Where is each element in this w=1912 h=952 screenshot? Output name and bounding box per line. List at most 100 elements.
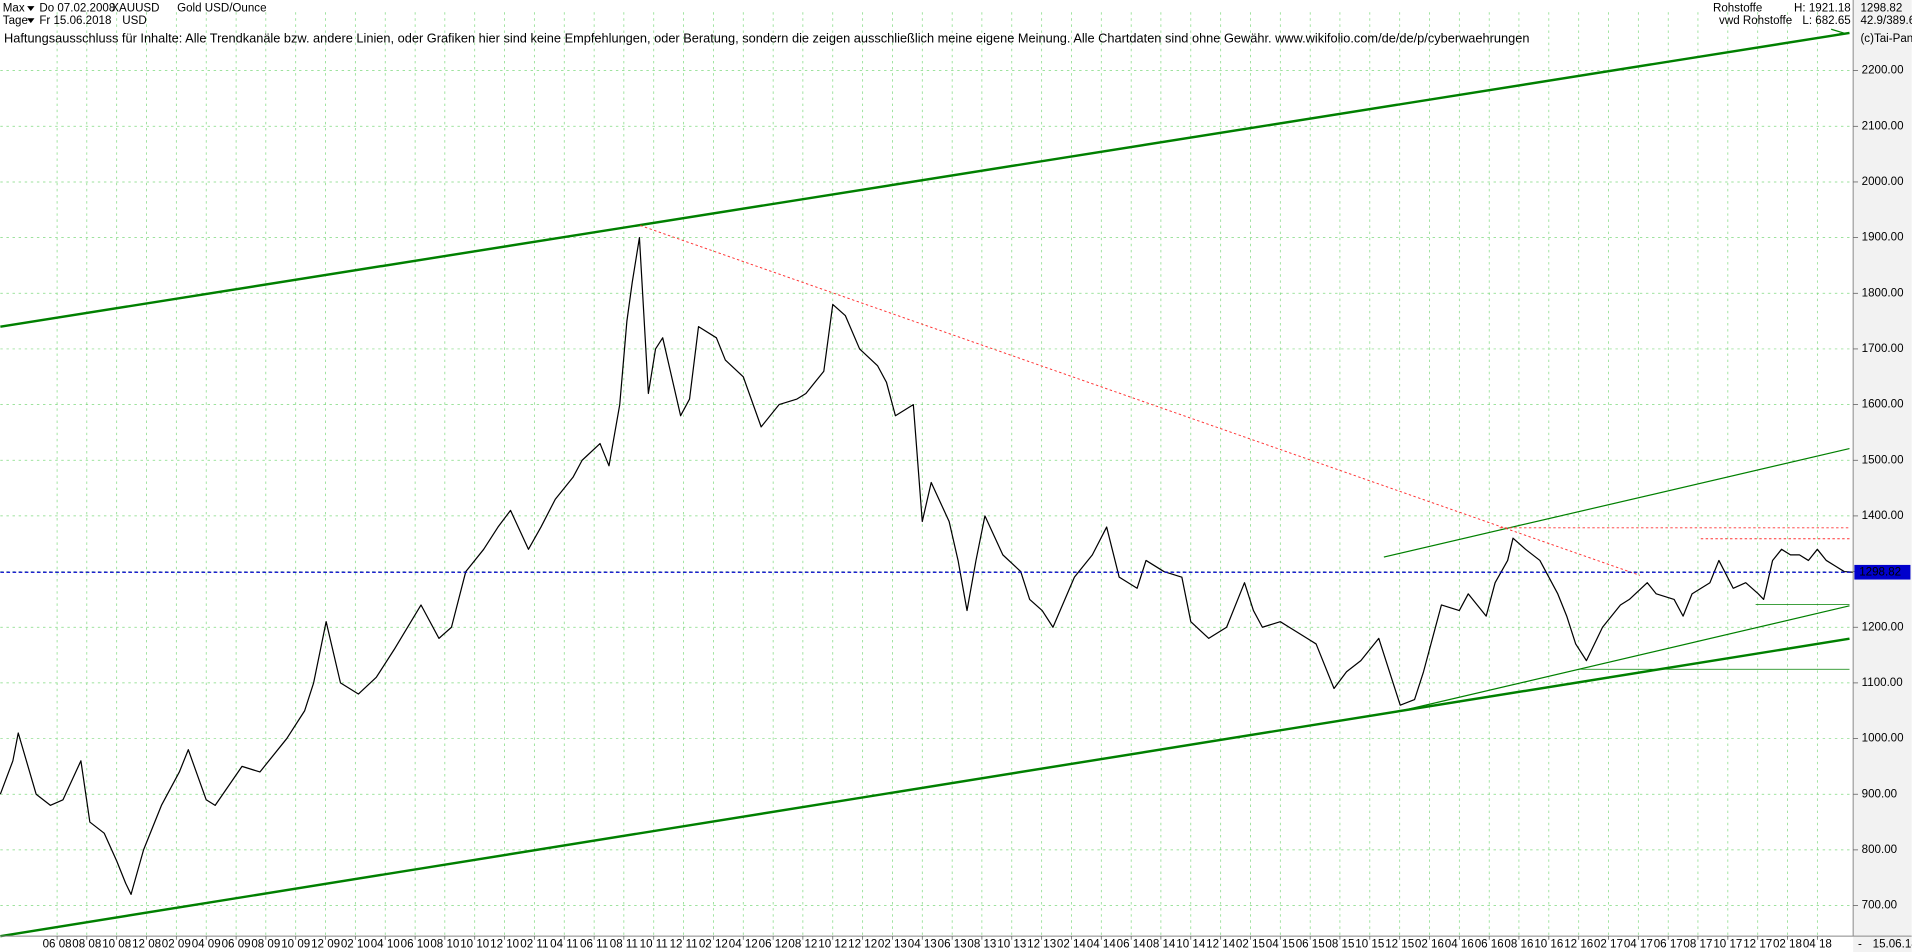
last-price-label: 1298.82 bbox=[1859, 566, 1901, 578]
x-tick-label: 02 16 bbox=[1415, 939, 1444, 951]
x-tick-label: 12 15 bbox=[1385, 939, 1414, 951]
x-tick-label: 02 09 bbox=[162, 939, 191, 951]
x-tick-label: 10 08 bbox=[102, 939, 131, 951]
x-tick-label: 04 16 bbox=[1445, 939, 1474, 951]
y-tick-label: 2200.00 bbox=[1862, 65, 1904, 77]
x-tick-label: 08 10 bbox=[430, 939, 459, 951]
x-tick-label: 06 10 bbox=[401, 939, 430, 951]
x-tick-label: 04 17 bbox=[1624, 939, 1653, 951]
trend-line bbox=[1383, 447, 1850, 558]
x-tick-label: 08 16 bbox=[1504, 939, 1533, 951]
to-date: Fr 15.06.2018 bbox=[39, 15, 111, 27]
y-tick-label: 700.00 bbox=[1862, 900, 1897, 912]
dropdown-icon bbox=[27, 6, 35, 11]
x-tick-label: 10 15 bbox=[1355, 939, 1384, 951]
trend-line bbox=[1401, 605, 1850, 712]
price-line bbox=[0, 237, 1854, 896]
market: Rohstoffe bbox=[1713, 3, 1762, 15]
y-tick-label: 1500.00 bbox=[1862, 454, 1904, 466]
x-tick-label: 02 13 bbox=[878, 939, 907, 951]
source: vwd Rohstoffe bbox=[1719, 15, 1792, 27]
x-tick-label: 10 17 bbox=[1713, 939, 1742, 951]
period[interactable]: Tage bbox=[3, 15, 28, 27]
y-tick-label: 1700.00 bbox=[1862, 343, 1904, 355]
instrument: Gold USD/Ounce bbox=[177, 3, 266, 15]
x-tick-label: 08 14 bbox=[1146, 939, 1176, 951]
x-tick-label: 08 15 bbox=[1325, 939, 1354, 951]
arrow bbox=[1828, 28, 1846, 38]
from-date: Do 07.02.2008 bbox=[39, 3, 115, 15]
x-tick-label: 02 17 bbox=[1594, 939, 1623, 951]
x-tick-label: 06 17 bbox=[1654, 939, 1683, 951]
axes: 700.00 800.00 900.00 1000.00 1100.00 1200.00 1… bbox=[43, 65, 1911, 951]
x-tick-label: 06 15 bbox=[1296, 939, 1325, 951]
x-tick-label: 12 17 bbox=[1743, 939, 1772, 951]
x-tick-label: 10 11 bbox=[640, 939, 668, 951]
y-tick-label: 1200.00 bbox=[1862, 621, 1904, 633]
y-tick-label: 1900.00 bbox=[1862, 232, 1904, 244]
grid bbox=[0, 12, 1854, 937]
x-tick-label: 02 10 bbox=[341, 939, 370, 951]
x-tick-label: 12 11 bbox=[670, 939, 698, 951]
y-tick-label: 2100.00 bbox=[1862, 120, 1904, 132]
x-tick-label: 12 14 bbox=[1206, 939, 1236, 951]
x-tick-label: 08 08 bbox=[72, 939, 101, 951]
x-tick-label: 02 14 bbox=[1057, 939, 1087, 951]
x-tick-label: 12 10 bbox=[490, 939, 519, 951]
x-tick-label: 10 16 bbox=[1534, 939, 1563, 951]
x-tick-label: 10 14 bbox=[1176, 939, 1206, 951]
x-tick-label: 12 12 bbox=[848, 939, 877, 951]
y-tick-label: 1000.00 bbox=[1862, 733, 1904, 745]
y-tick-label: 2000.00 bbox=[1862, 176, 1904, 188]
axis-panel bbox=[1853, 0, 1912, 952]
x-tick-label: 08 17 bbox=[1683, 939, 1712, 951]
y-tick-label: 1400.00 bbox=[1862, 510, 1904, 522]
trend-line bbox=[0, 31, 1850, 328]
x-tick-label: 04 14 bbox=[1087, 939, 1117, 951]
y-tick-label: 900.00 bbox=[1862, 788, 1897, 800]
y-tick-label: 1100.00 bbox=[1862, 677, 1903, 689]
disclaimer: Haftungsausschluss für Inhalte: Alle Tre… bbox=[4, 30, 1529, 45]
x-tick-label: 06 14 bbox=[1117, 939, 1147, 951]
x-tick-label: 06 13 bbox=[938, 939, 967, 951]
x-tick-label: 12 16 bbox=[1564, 939, 1593, 951]
x-tick-label: 06 11 bbox=[580, 939, 608, 951]
dropdown-icon bbox=[27, 18, 35, 24]
x-tick-label: 12 09 bbox=[311, 939, 340, 951]
x-tick-label: 04 15 bbox=[1266, 939, 1295, 951]
y-tick-label: 1800.00 bbox=[1862, 287, 1904, 299]
range[interactable]: Max bbox=[3, 3, 25, 15]
x-tick-label: 08 11 bbox=[610, 939, 638, 951]
x-tick-label: 02 15 bbox=[1236, 939, 1265, 951]
copyright: (c)Tai-Pan bbox=[1860, 33, 1912, 45]
symbol: XAUUSD bbox=[111, 3, 159, 15]
x-tick-label: 04 10 bbox=[371, 939, 400, 951]
x-tick-label: 02 18 bbox=[1773, 939, 1802, 951]
end-date: 15.06.18 bbox=[1873, 939, 1912, 951]
x-tick-label: 04 13 bbox=[908, 939, 937, 951]
trend-lines bbox=[0, 28, 1850, 938]
x-tick-label: 06 12 bbox=[759, 939, 788, 951]
x-tick-label: 10 13 bbox=[997, 939, 1026, 951]
dash: - bbox=[1858, 939, 1862, 951]
x-tick-label: 04 12 bbox=[729, 939, 758, 951]
ratio: 42.9/389.6 bbox=[1860, 15, 1912, 27]
x-tick-label: 04 11 bbox=[550, 939, 578, 951]
x-tick-label: 06 09 bbox=[222, 939, 251, 951]
x-tick-label: 04 09 bbox=[192, 939, 221, 951]
resistance-line bbox=[640, 225, 1640, 576]
x-tick-label: 10 12 bbox=[818, 939, 847, 951]
x-tick-label: 02 11 bbox=[520, 939, 548, 951]
high: H: 1921.18 bbox=[1794, 3, 1851, 15]
x-tick-label: 08 13 bbox=[967, 939, 996, 951]
x-tick-label: 10 10 bbox=[460, 939, 489, 951]
x-tick-label: 08 09 bbox=[251, 939, 280, 951]
y-tick-label: 1600.00 bbox=[1862, 399, 1904, 411]
currency: USD bbox=[122, 15, 146, 27]
x-tick-label: 04 18 bbox=[1803, 939, 1832, 951]
last-value: 1298.82 bbox=[1860, 3, 1902, 15]
last-price-box bbox=[1854, 564, 1911, 580]
x-tick-label: 10 09 bbox=[281, 939, 310, 951]
